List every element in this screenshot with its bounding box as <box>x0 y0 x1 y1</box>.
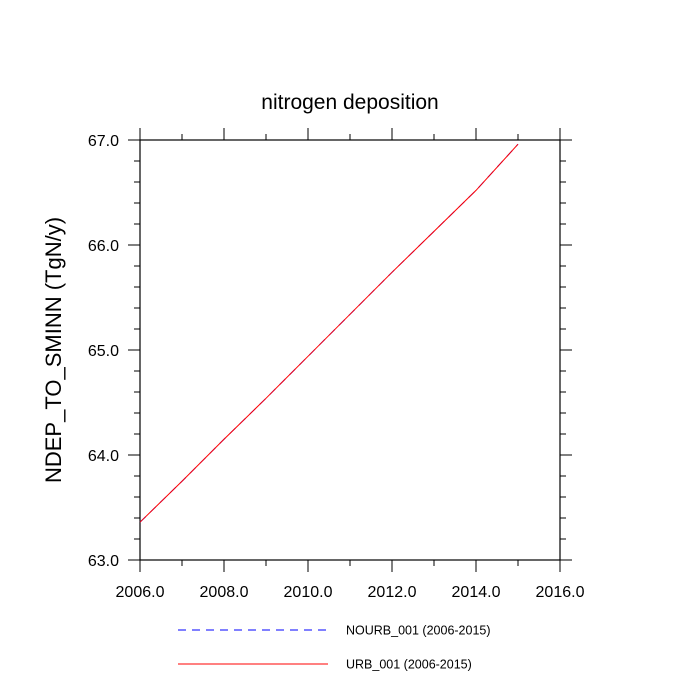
x-tick-label: 2012.0 <box>368 584 417 601</box>
y-tick-label: 64.0 <box>88 448 119 465</box>
series-line-2 <box>139 143 519 523</box>
legend-label-1: NOURB_001 (2006-2015) <box>346 624 491 638</box>
x-tick-label: 2010.0 <box>284 584 333 601</box>
y-tick-label: 67.0 <box>88 133 119 150</box>
series-lines <box>139 143 519 523</box>
y-tick-label: 63.0 <box>88 553 119 570</box>
x-tick-label: 2006.0 <box>116 584 165 601</box>
axis-ticks: 2006.0 2008.0 2010.0 2012.0 2014.0 2016.0 63.0… <box>88 128 585 601</box>
y-axis-label: NDEP_TO_SMINN (TgN/y) <box>41 217 66 483</box>
y-tick-label: 65.0 <box>88 343 119 360</box>
legend: NOURB_001 (2006-2015) URB_001 (2006-2015) <box>178 624 491 672</box>
x-tick-label: 2016.0 <box>536 584 585 601</box>
x-tick-label: 2008.0 <box>200 584 249 601</box>
y-tick-label: 66.0 <box>88 238 119 255</box>
x-tick-label: 2014.0 <box>452 584 501 601</box>
chart-title: nitrogen deposition <box>261 91 438 114</box>
series-line-1 <box>139 143 519 523</box>
legend-label-2: URB_001 (2006-2015) <box>346 658 472 672</box>
plot-frame <box>139 139 561 561</box>
